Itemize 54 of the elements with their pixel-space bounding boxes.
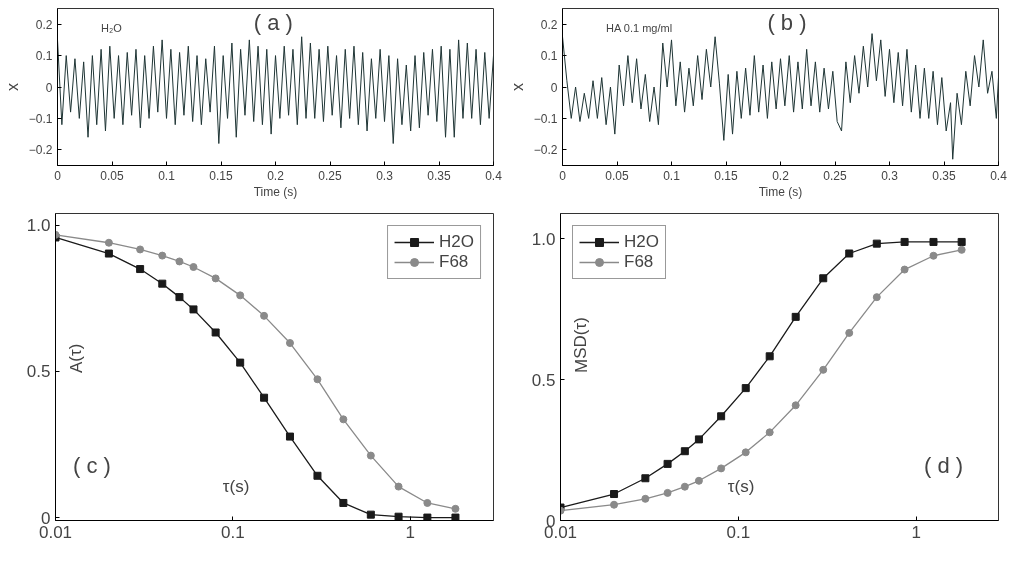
annotation: H₂O: [101, 21, 123, 34]
y-tick-label: −0.1: [28, 111, 53, 126]
y-tick-label: 0.2: [35, 17, 53, 32]
x-axis-title: τ(s): [727, 476, 755, 496]
y-tick-label: 1.0: [26, 216, 51, 236]
y-tick-label: 0.1: [540, 49, 558, 64]
x-tick-label: 0.3: [881, 168, 899, 183]
annotation: ( a ): [253, 10, 293, 36]
x-tick-label: 0.4: [485, 168, 503, 183]
y-tick-label: 1.0: [531, 229, 556, 249]
x-tick-label: 1: [911, 522, 921, 542]
x-tick-label: 0.3: [376, 168, 394, 183]
y-tick-label: −0.1: [533, 111, 558, 126]
x-tick-label: 0.4: [990, 168, 1008, 183]
annotation: HA 0.1 mg/ml: [606, 21, 673, 34]
x-tick-label: 0.15: [714, 168, 738, 183]
annotation: ( d ): [924, 452, 964, 478]
legend-label: F68: [624, 252, 654, 272]
x-tick-label: 1: [405, 522, 415, 542]
x-tick-label: 0.2: [772, 168, 790, 183]
x-tick-label: 0.1: [726, 522, 751, 542]
x-tick-label: 0.35: [932, 168, 956, 183]
y-tick-label: 0: [550, 80, 558, 95]
y-axis-title: A(τ): [66, 343, 86, 373]
x-axis-title: Time (s): [758, 184, 803, 199]
y-axis-title: MSD(τ): [571, 317, 591, 373]
x-axis-title: τ(s): [222, 476, 250, 496]
y-axis-title: x: [3, 83, 21, 91]
x-tick-label: 0.05: [100, 168, 124, 183]
x-tick-label: 0.05: [605, 168, 629, 183]
line-series: [57, 36, 494, 145]
y-tick-label: −0.2: [533, 143, 558, 158]
annotation: ( b ): [767, 10, 807, 36]
y-tick-label: 0.1: [35, 49, 53, 64]
y-tick-label: 0.5: [531, 370, 556, 390]
x-tick-label: 0.1: [158, 168, 176, 183]
y-tick-label: 0.2: [540, 17, 558, 32]
annotation: ( c ): [73, 452, 111, 478]
y-tick-label: −0.2: [28, 143, 53, 158]
legend-label: H2O: [624, 232, 659, 252]
x-axis-title: Time (s): [253, 184, 298, 199]
y-tick-label: 0: [45, 80, 53, 95]
x-tick-label: 0.25: [823, 168, 847, 183]
x-tick-label: 0.25: [318, 168, 342, 183]
x-tick-label: 0.35: [427, 168, 451, 183]
y-axis-title: x: [508, 83, 526, 91]
y-tick-label: 0.5: [26, 362, 51, 382]
legend-label: F68: [439, 252, 469, 272]
x-tick-label: 0.15: [209, 168, 233, 183]
x-tick-label: 0.2: [267, 168, 285, 183]
legend-label: H2O: [439, 232, 474, 252]
x-tick-label: 0.1: [221, 522, 245, 542]
line-series: [562, 33, 999, 160]
x-tick-label: 0.1: [663, 168, 681, 183]
